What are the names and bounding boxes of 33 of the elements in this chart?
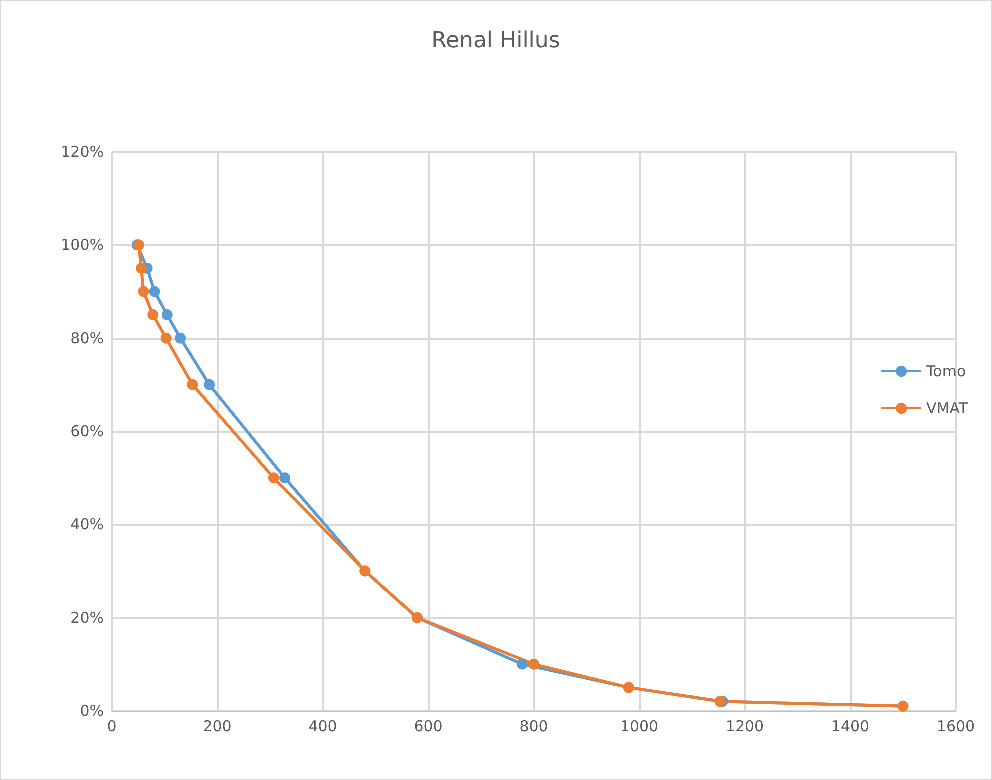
y-tick-label: 120%	[61, 143, 104, 161]
y-tick-label: 100%	[61, 236, 104, 254]
x-tick-label: 1000	[620, 718, 659, 736]
point	[187, 379, 198, 390]
point	[160, 332, 172, 344]
x-tick-label: 600	[414, 718, 443, 736]
point	[280, 472, 291, 484]
y-tick-label: 80%	[70, 329, 104, 348]
point	[136, 262, 148, 274]
point	[162, 310, 173, 321]
point	[149, 286, 160, 298]
x-tick-label: 800	[520, 718, 548, 736]
y-tick-label: 40%	[70, 516, 104, 534]
x-tick-label: 0	[107, 718, 117, 736]
legend-label: Tomo	[926, 362, 966, 380]
point	[204, 379, 216, 390]
x-tick-label: 200	[203, 718, 232, 736]
point	[175, 332, 186, 344]
x-tick-label: 1200	[726, 718, 764, 736]
y-tick-label: 60%	[70, 422, 104, 440]
point	[714, 696, 726, 708]
x-tick-label: 400	[308, 718, 338, 736]
legend-label: VMAT	[926, 400, 969, 418]
chart-title: Renal Hillus	[432, 28, 560, 54]
y-tick-label: 20%	[70, 608, 104, 627]
y-tick-label: 0%	[80, 702, 104, 720]
point	[138, 286, 150, 298]
point	[268, 472, 280, 484]
point	[148, 310, 159, 321]
x-tick-label: 1600	[936, 718, 976, 736]
x-tick-label: 1400	[831, 718, 870, 736]
point	[528, 658, 540, 670]
point	[516, 658, 528, 670]
